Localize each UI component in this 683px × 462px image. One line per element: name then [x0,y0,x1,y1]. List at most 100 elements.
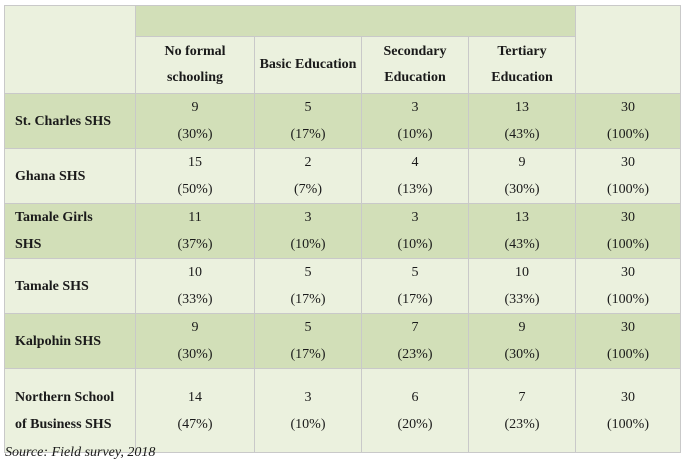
cell-percent: (20%) [397,416,433,432]
table-row: Northern School of Business SHS 14 (47%) 3 (… [4,368,681,453]
cell-count: 14 [188,389,202,405]
header-title-cell [135,5,576,37]
cell-percent: (100%) [607,182,649,197]
cell-count: 6 [411,389,419,405]
cell-percent: (13%) [397,182,433,197]
cell-count: 30 [621,389,635,405]
cell-percent: (30%) [504,347,540,362]
cell-percent: (17%) [397,292,433,307]
row-label: Kalpohin SHS [4,313,136,369]
data-cell: 6 (20%) [361,368,469,453]
cell-percent: (10%) [290,416,326,432]
table-row: Kalpohin SHS 9 (30%) 5 (17%) 7 (23%) 9 (30%) 30 (1… [4,313,681,369]
col-header-basic: Basic Education [254,36,362,94]
cell-percent: (17%) [290,127,326,142]
row-label: Ghana SHS [4,148,136,204]
row-label: St. Charles SHS [4,93,136,149]
row-label: Tamale SHS [4,258,136,314]
table-body: St. Charles SHS 9 (30%) 5 (17%) 3 (10%) 13 (43%)… [4,93,681,453]
cell-percent: (10%) [397,237,433,252]
source-note: Source: Field survey, 2018 [5,445,156,460]
cell-count: 30 [621,100,635,115]
row-label: Northern School of Business SHS [4,368,136,453]
cell-count: 30 [621,320,635,335]
cell-percent: (43%) [504,237,540,252]
cell-count: 7 [518,389,526,405]
cell-count: 13 [515,100,529,115]
cell-count: 2 [304,155,312,170]
data-cell: 13 (43%) [468,203,576,259]
data-cell: 30 (100%) [575,148,681,204]
data-cell: 30 (100%) [575,258,681,314]
cell-percent: (100%) [607,347,649,362]
data-cell: 3 (10%) [361,93,469,149]
col-header-secondary: Secondary Education [361,36,469,94]
cell-percent: (30%) [177,347,213,362]
total-header-cell [575,5,681,94]
cell-count: 11 [188,210,202,225]
data-cell: 3 (10%) [361,203,469,259]
cell-count: 3 [304,389,312,405]
education-table: No formal schooling Basic Education Seco… [4,5,681,453]
data-cell: 5 (17%) [254,93,362,149]
cell-percent: (30%) [177,127,213,142]
table-row: Tamale SHS 10 (33%) 5 (17%) 5 (17%) 10 (33%) 30 (1… [4,258,681,314]
data-cell: 7 (23%) [468,368,576,453]
data-cell: 30 (100%) [575,313,681,369]
cell-percent: (37%) [177,237,213,252]
cell-count: 5 [304,100,312,115]
cell-count: 30 [621,265,635,280]
data-cell: 9 (30%) [468,148,576,204]
cell-count: 3 [411,210,419,225]
data-cell: 9 (30%) [468,313,576,369]
cell-count: 9 [518,320,526,335]
cell-percent: (100%) [607,237,649,252]
data-cell: 14 (47%) [135,368,255,453]
data-cell: 5 (17%) [254,313,362,369]
data-cell: 30 (100%) [575,368,681,453]
cell-count: 4 [411,155,419,170]
data-cell: 9 (30%) [135,93,255,149]
data-cell: 2 (7%) [254,148,362,204]
table-row: Ghana SHS 15 (50%) 2 (7%) 4 (13%) 9 (30%) 30 (100%… [4,148,681,204]
cell-count: 5 [304,320,312,335]
data-cell: 5 (17%) [254,258,362,314]
data-cell: 30 (100%) [575,93,681,149]
col-header-tertiary: Tertiary Education [468,36,576,94]
cell-count: 10 [188,265,202,280]
data-cell: 3 (10%) [254,368,362,453]
cell-percent: (17%) [290,347,326,362]
cell-count: 5 [411,265,419,280]
row-label: Tamale Girls SHS [4,203,136,259]
cell-count: 9 [518,155,526,170]
cell-percent: (43%) [504,127,540,142]
data-cell: 5 (17%) [361,258,469,314]
data-cell: 4 (13%) [361,148,469,204]
cell-percent: (47%) [177,416,213,432]
data-cell: 15 (50%) [135,148,255,204]
data-cell: 11 (37%) [135,203,255,259]
data-cell: 10 (33%) [468,258,576,314]
cell-percent: (23%) [504,416,540,432]
cell-count: 13 [515,210,529,225]
data-cell: 9 (30%) [135,313,255,369]
cell-count: 30 [621,210,635,225]
data-cell: 13 (43%) [468,93,576,149]
table-row: Tamale Girls SHS 11 (37%) 3 (10%) 3 (10%) 13 (43… [4,203,681,259]
cell-percent: (33%) [504,292,540,307]
cell-count: 10 [515,265,529,280]
cell-percent: (100%) [607,127,649,142]
cell-count: 3 [411,100,419,115]
corner-cell [4,5,136,94]
cell-count: 5 [304,265,312,280]
cell-count: 9 [191,100,199,115]
data-cell: 3 (10%) [254,203,362,259]
cell-percent: (23%) [397,347,433,362]
data-cell: 30 (100%) [575,203,681,259]
cell-count: 7 [411,320,419,335]
cell-percent: (33%) [177,292,213,307]
cell-percent: (10%) [397,127,433,142]
cell-count: 15 [188,155,202,170]
cell-percent: (10%) [290,237,326,252]
cell-percent: (7%) [294,182,322,197]
